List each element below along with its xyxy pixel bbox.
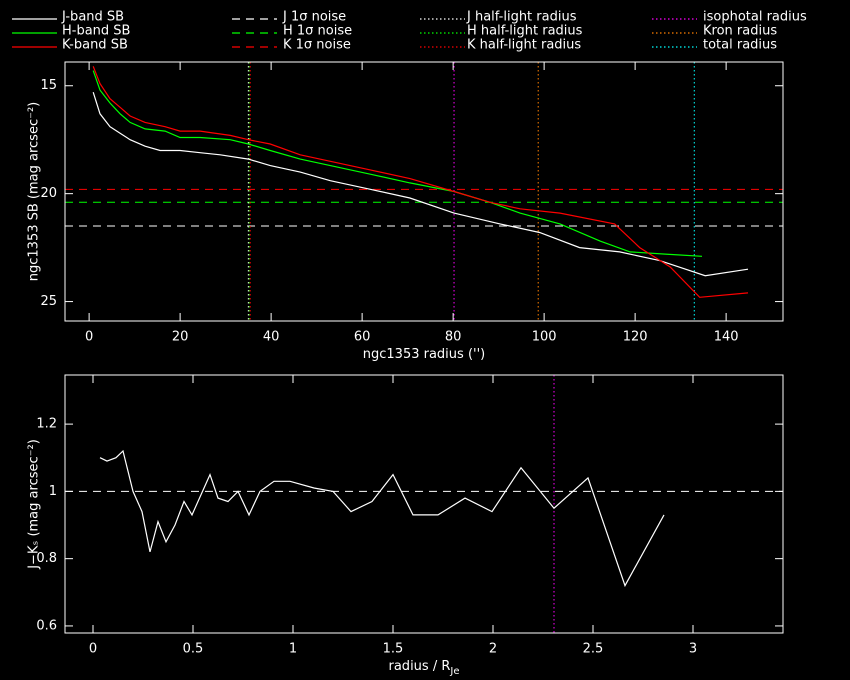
data-line bbox=[92, 66, 749, 298]
legend-entry: total radius bbox=[652, 38, 777, 53]
y-tick-label: 0.6 bbox=[36, 618, 57, 633]
y-axis-label: J−Kₛ (mag arcsec⁻²) bbox=[27, 439, 42, 570]
legend-entry: K half-light radius bbox=[420, 38, 581, 53]
legend-entry: H-band SB bbox=[12, 24, 130, 39]
x-axis-label: ngc1353 radius ('') bbox=[363, 347, 485, 362]
x-tick-label: 0 bbox=[85, 330, 93, 345]
x-axis-label: radius / RJe bbox=[389, 659, 460, 678]
y-tick-label: 1.2 bbox=[36, 417, 57, 432]
y-tick-label: 0.8 bbox=[36, 551, 57, 566]
y-tick-label: 15 bbox=[40, 78, 57, 93]
x-tick-label: 0 bbox=[89, 642, 97, 657]
x-tick-label: 140 bbox=[714, 330, 739, 345]
x-tick-label: 2.5 bbox=[583, 642, 604, 657]
legend-label: H 1σ noise bbox=[283, 24, 352, 39]
legend-label: J half-light radius bbox=[466, 10, 577, 25]
x-tick-label: 3 bbox=[689, 642, 697, 657]
panel: 0 0.5 1 1.5 2 2.5 3 0.6 0.8 1 1.2 radius / RJe J−Kₛ … bbox=[27, 374, 784, 678]
legend-label: K-band SB bbox=[62, 38, 128, 53]
legend-entry: Kron radius bbox=[652, 24, 777, 39]
legend-label: H-band SB bbox=[62, 24, 130, 39]
x-tick-label: 2 bbox=[489, 642, 497, 657]
legend-label: K half-light radius bbox=[467, 38, 581, 53]
legend-entry: K-band SB bbox=[12, 38, 128, 53]
y-tick-label: 25 bbox=[40, 294, 57, 309]
x-tick-label: 0.5 bbox=[183, 642, 204, 657]
data-line bbox=[99, 449, 665, 588]
axes-frame bbox=[64, 61, 784, 322]
data-line bbox=[92, 70, 703, 257]
legend-entry: isophotal radius bbox=[652, 10, 807, 25]
x-tick-label: 120 bbox=[623, 330, 648, 345]
legend-label: isophotal radius bbox=[703, 10, 807, 25]
legend-label: total radius bbox=[703, 38, 777, 53]
y-axis-label: ngc1353 SB (mag arcsec⁻²) bbox=[27, 102, 42, 281]
legend-entry: H 1σ noise bbox=[232, 24, 352, 39]
legend-label: H half-light radius bbox=[467, 24, 583, 39]
x-axis-label-sub: Je bbox=[449, 666, 459, 677]
x-tick-label: 1.5 bbox=[383, 642, 404, 657]
x-tick-label: 40 bbox=[263, 330, 280, 345]
y-tick-label: 20 bbox=[40, 186, 57, 201]
panel: 0 20 40 60 80 100 120 140 15 20 25 ngc1353 radius (… bbox=[27, 61, 784, 362]
plot-area bbox=[65, 375, 783, 633]
legend-label: J-band SB bbox=[61, 10, 124, 25]
x-axis-label-text: radius / R bbox=[389, 659, 451, 674]
legend-label: K 1σ noise bbox=[283, 38, 351, 53]
legend-entry: J half-light radius bbox=[420, 10, 577, 25]
x-axis-label-text: ngc1353 radius ('') bbox=[363, 347, 485, 362]
x-tick-label: 20 bbox=[172, 330, 189, 345]
x-tick-label: 80 bbox=[445, 330, 462, 345]
legend-entry: H half-light radius bbox=[420, 24, 583, 39]
legend-entry: J 1σ noise bbox=[232, 10, 346, 25]
data-line bbox=[92, 92, 749, 277]
axes-frame bbox=[64, 374, 784, 634]
x-tick-label: 60 bbox=[354, 330, 371, 345]
y-tick-label: 1 bbox=[49, 484, 57, 499]
x-tick-label: 1 bbox=[289, 642, 297, 657]
plot-area bbox=[65, 62, 783, 321]
x-tick-label: 100 bbox=[532, 330, 557, 345]
legend-entry: K 1σ noise bbox=[232, 38, 351, 53]
legend-label: J 1σ noise bbox=[282, 10, 346, 25]
legend-label: Kron radius bbox=[703, 24, 777, 39]
legend-entry: J-band SB bbox=[12, 10, 124, 25]
